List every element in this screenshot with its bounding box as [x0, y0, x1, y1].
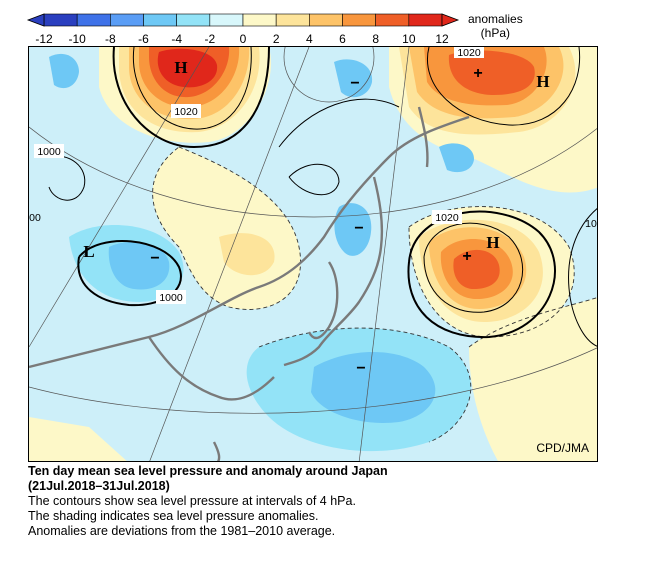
colorbar-swatch: [275, 13, 310, 27]
high-pressure-center-nw: H: [174, 58, 187, 77]
colorbar-swatches: [43, 13, 443, 27]
anomaly-region-pos-weak: [469, 297, 597, 461]
colorbar-left-arrow: [26, 13, 45, 27]
coastlines: [29, 106, 470, 461]
anomaly-region-neg: [334, 203, 372, 256]
positive-anomaly-marker-east: +: [462, 248, 471, 265]
map-canvas: 1020 1020 1020 1000 1000 00 10 H H H L +…: [29, 47, 597, 461]
contour-label-1020-ne: 1020: [457, 47, 481, 59]
caption-line-3: Anomalies are deviations from the 1981–2…: [28, 524, 336, 538]
anomaly-region-neg: [108, 242, 170, 290]
colorbar-swatch: [309, 13, 343, 27]
colorbar-tick-label: 12: [435, 32, 449, 46]
anomaly-region-neg: [439, 143, 474, 173]
positive-anomaly-marker-ne: +: [473, 65, 482, 82]
colorbar-tick-label: 6: [339, 32, 346, 46]
colorbar-ticks: -12 -10 -8 -6 -4 -2 0 2 4 6 8 10 12: [35, 32, 449, 46]
coastline-korea: [307, 261, 339, 340]
pressure-anomaly-map: 1020 1020 1020 1000 1000 00 10 H H H L +…: [28, 46, 598, 462]
colorbar-swatch: [242, 13, 277, 27]
colorbar-tick-label: -12: [35, 32, 53, 46]
colorbar-tick-label: -4: [171, 32, 182, 46]
negative-anomaly-marker-sea-of-japan: −: [354, 220, 363, 237]
colorbar-swatch: [375, 13, 410, 27]
negative-anomaly-marker-pacific: −: [356, 360, 365, 377]
contour-label-1020-nw: 1020: [174, 106, 198, 118]
colorbar-swatch: [43, 13, 78, 27]
colorbar-swatch: [110, 13, 144, 27]
contour-label-edge-right: 10: [585, 218, 597, 230]
anomaly-region-neg: [49, 53, 79, 89]
colorbar-swatch: [209, 13, 244, 27]
anomaly-colorbar: -12 -10 -8 -6 -4 -2 0 2 4 6 8 10 12: [26, 13, 460, 46]
anomaly-shading: [29, 47, 597, 461]
colorbar-tick-label: 0: [240, 32, 247, 46]
negative-anomaly-marker-west: −: [150, 250, 159, 267]
high-pressure-center-ne: H: [536, 72, 549, 91]
caption-period: (21Jul.2018–31Jul.2018): [28, 479, 170, 493]
contour-label-1020-east: 1020: [435, 212, 459, 224]
map-credit: CPD/JMA: [536, 441, 589, 455]
contour-label-edge-left: 00: [29, 212, 41, 224]
graticule: [29, 47, 597, 461]
colorbar-swatch: [342, 13, 376, 27]
caption-line-1: The contours show sea level pressure at …: [28, 494, 356, 508]
unit-line-2: (hPa): [480, 26, 511, 40]
caption-line-2: The shading indicates sea level pressure…: [28, 509, 319, 523]
low-pressure-center-west: L: [83, 242, 94, 261]
unit-line-1: anomalies: [468, 12, 523, 26]
colorbar-swatch: [176, 13, 211, 27]
anomaly-region-neg: [311, 352, 436, 423]
colorbar-right-arrow: [441, 13, 460, 27]
map-caption: Ten day mean sea level pressure and anom…: [28, 464, 628, 539]
anomaly-region-pos-mod: [219, 233, 275, 276]
colorbar-tick-label: -8: [105, 32, 116, 46]
colorbar-tick-label: 4: [306, 32, 313, 46]
colorbar-swatch: [76, 13, 111, 27]
negative-anomaly-marker-north: −: [350, 75, 359, 92]
colorbar-unit-label: anomalies (hPa): [468, 12, 523, 40]
coastline-china-south: [148, 336, 275, 401]
caption-title: Ten day mean sea level pressure and anom…: [28, 464, 388, 478]
colorbar-tick-label: -10: [68, 32, 86, 46]
contour-label-1000-south: 1000: [159, 292, 183, 304]
contour-label-1000-west: 1000: [37, 146, 61, 158]
colorbar-swatch: [143, 13, 177, 27]
coastline-sakhalin: [417, 106, 429, 168]
coastline-asia: [29, 115, 470, 369]
colorbar-tick-label: 8: [372, 32, 379, 46]
high-pressure-center-east: H: [486, 233, 499, 252]
colorbar-tick-label: 10: [402, 32, 416, 46]
colorbar-tick-label: -2: [204, 32, 215, 46]
anomaly-region-pos-strongest: [448, 50, 535, 95]
coastline-japan: [283, 176, 384, 367]
anomaly-region-pos-strongest: [453, 249, 500, 289]
anomaly-region-pos-weak: [29, 417, 127, 461]
coastline-taiwan: [212, 441, 221, 461]
colorbar-tick-label: -6: [138, 32, 149, 46]
anomaly-region-neg: [334, 59, 373, 98]
colorbar-swatch: [408, 13, 443, 27]
colorbar-tick-label: 2: [273, 32, 280, 46]
